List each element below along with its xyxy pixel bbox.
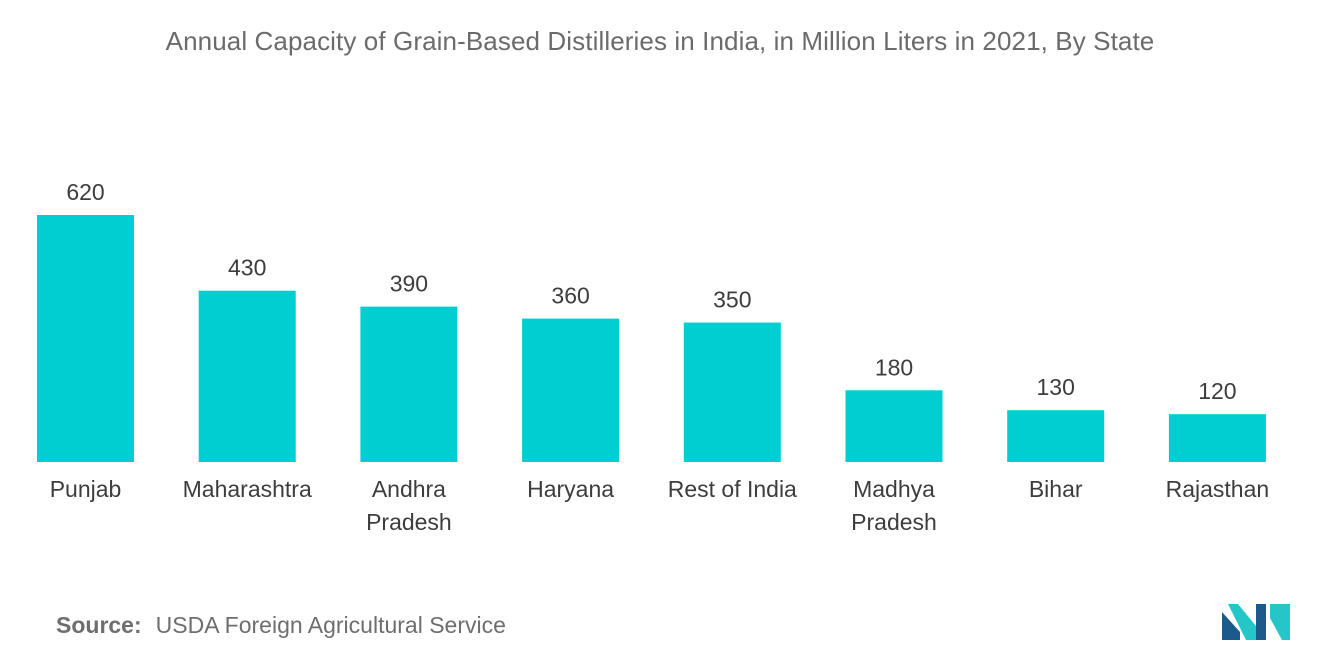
logo-mid-left-shape: [1228, 604, 1256, 640]
x-tick-label: Rest of India: [668, 476, 797, 502]
x-tick-label: Haryana: [527, 476, 614, 502]
bar-madhya-pradesh: [845, 390, 943, 462]
bar-punjab: [37, 215, 134, 462]
source-label: Source:: [56, 612, 142, 638]
data-label: 360: [551, 283, 589, 309]
bar-andhra-pradesh: [360, 306, 458, 462]
logo-left-shape: [1222, 612, 1240, 640]
source-text: USDA Foreign Agricultural Service: [155, 612, 506, 638]
bar-haryana: [522, 318, 620, 462]
x-tick-label-line: Maharashtra: [183, 476, 312, 502]
x-tick-label: Rajasthan: [1166, 476, 1270, 502]
bar-chart: 620 Punjab 430 Maharashtra 390 Andhra Pradesh 3…: [37, 179, 1270, 535]
x-tick-label-line: Madhya: [853, 476, 935, 502]
x-tick-label-line: Bihar: [1029, 476, 1083, 502]
x-tick-label: Bihar: [1029, 476, 1083, 502]
data-label: 620: [66, 179, 104, 205]
x-tick-label: Madhya Pradesh: [851, 476, 937, 535]
bar-bihar: [1007, 410, 1105, 462]
x-tick-label-line: Rest of India: [668, 476, 797, 502]
source-note: Source: USDA Foreign Agricultural Service: [56, 612, 506, 639]
x-tick-label-line: Rajasthan: [1166, 476, 1270, 502]
bar-rajasthan: [1168, 414, 1266, 462]
bar-maharashtra: [198, 290, 296, 462]
chart-title: Annual Capacity of Grain-Based Distiller…: [165, 26, 1155, 56]
x-tick-label-line: Punjab: [50, 476, 122, 502]
data-label: 180: [875, 354, 913, 380]
data-label: 390: [390, 271, 428, 297]
data-label: 120: [1198, 378, 1236, 404]
data-label: 430: [228, 255, 266, 281]
x-tick-label-line: Pradesh: [851, 509, 937, 535]
x-tick-label-line: Haryana: [527, 476, 614, 502]
x-tick-label: Andhra Pradesh: [366, 476, 452, 535]
x-tick-label-line: Pradesh: [366, 509, 452, 535]
logo-right-shape: [1270, 604, 1290, 640]
data-label: 350: [713, 287, 751, 313]
x-tick-label: Maharashtra: [183, 476, 312, 502]
bar-rest-of-india: [683, 322, 781, 462]
mordor-intelligence-logo-icon: [1222, 604, 1290, 640]
logo-mid-right-shape: [1256, 604, 1266, 640]
x-tick-label-line: Andhra: [372, 476, 446, 502]
x-tick-label: Punjab: [50, 476, 122, 502]
data-label: 130: [1037, 374, 1075, 400]
